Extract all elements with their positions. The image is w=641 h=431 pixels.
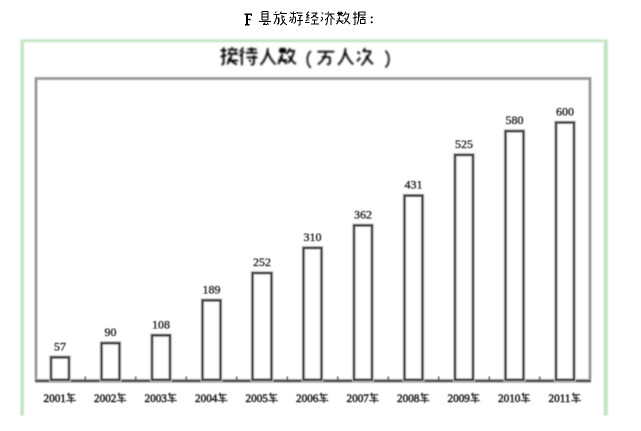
- svg-text:2008: 2008: [397, 393, 420, 405]
- svg-text:2009: 2009: [448, 393, 471, 405]
- svg-text:2007: 2007: [347, 393, 370, 405]
- svg-text:580: 580: [506, 113, 524, 127]
- svg-text:57: 57: [54, 339, 66, 353]
- svg-text:189: 189: [203, 282, 221, 296]
- svg-text:2002: 2002: [94, 393, 116, 405]
- svg-text:2004: 2004: [195, 393, 218, 405]
- svg-text:252: 252: [253, 255, 271, 269]
- svg-text:2001: 2001: [44, 393, 66, 405]
- svg-text:600: 600: [556, 105, 574, 119]
- svg-text:525: 525: [455, 137, 473, 151]
- svg-text:362: 362: [354, 207, 372, 221]
- svg-text:431: 431: [405, 178, 423, 192]
- svg-text:310: 310: [304, 230, 322, 244]
- svg-text:2006: 2006: [296, 393, 319, 405]
- svg-text:90: 90: [105, 325, 117, 339]
- svg-text:2005: 2005: [246, 393, 269, 405]
- svg-text:2010: 2010: [498, 393, 521, 405]
- svg-text:108: 108: [152, 317, 170, 331]
- svg-text:2003: 2003: [145, 393, 168, 405]
- svg-text:2011: 2011: [549, 393, 571, 405]
